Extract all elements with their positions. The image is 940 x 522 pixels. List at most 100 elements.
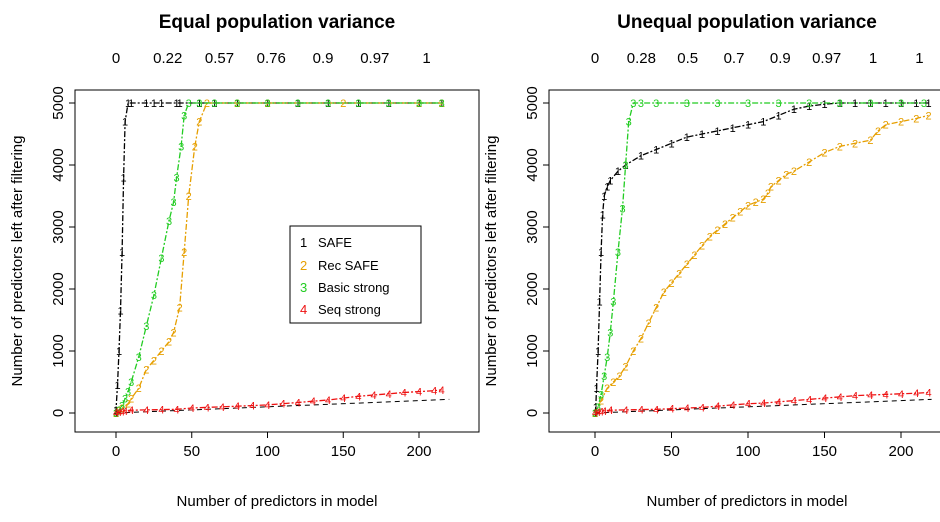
right-point-rec-safe-3: 2 bbox=[610, 377, 616, 389]
right-point-seq-strong-7: 4 bbox=[653, 404, 659, 416]
left-point-safe-21: 1 bbox=[355, 98, 361, 110]
left-point-seq-strong-12: 4 bbox=[249, 401, 255, 413]
left-point-basic-strong-8: 3 bbox=[151, 290, 157, 302]
right-point-basic-strong-21: 3 bbox=[898, 98, 904, 110]
left-point-basic-strong-14: 3 bbox=[181, 110, 187, 122]
right-point-basic-strong-4: 3 bbox=[604, 352, 610, 364]
left-top-label-0: 0 bbox=[112, 50, 120, 67]
right-point-basic-strong-0: 3 bbox=[592, 408, 598, 420]
left-point-basic-strong-0: 3 bbox=[113, 408, 119, 420]
right-point-rec-safe-4: 2 bbox=[616, 371, 622, 383]
right-panel: Unequal population variance 010002000300… bbox=[483, 12, 940, 510]
left-point-basic-strong-5: 3 bbox=[128, 377, 134, 389]
left-point-basic-strong-20: 3 bbox=[295, 98, 301, 110]
right-plot-frame bbox=[548, 89, 940, 433]
right-point-safe-6: 1 bbox=[600, 210, 606, 222]
right-point-seq-strong-13: 4 bbox=[745, 399, 751, 411]
left-x-tick-label-50: 50 bbox=[183, 443, 200, 460]
right-x-tick-label-0: 0 bbox=[591, 443, 599, 460]
left-point-seq-strong-25: 4 bbox=[439, 385, 445, 397]
left-point-seq-strong-10: 4 bbox=[219, 402, 225, 414]
right-point-basic-strong-8: 3 bbox=[619, 203, 625, 215]
right-point-rec-safe-11: 2 bbox=[668, 278, 674, 290]
left-point-safe-13: 1 bbox=[174, 98, 180, 110]
left-point-seq-strong-24: 4 bbox=[431, 386, 437, 398]
left-point-seq-strong-8: 4 bbox=[189, 403, 195, 415]
right-point-seq-strong-23: 4 bbox=[898, 389, 904, 401]
left-point-basic-strong-13: 3 bbox=[178, 141, 184, 153]
left-top-label-6: 1 bbox=[422, 50, 430, 67]
left-point-basic-strong-24: 3 bbox=[416, 98, 422, 110]
legend-label-safe: SAFE bbox=[318, 235, 352, 250]
left-point-safe-19: 1 bbox=[295, 98, 301, 110]
left-point-seq-strong-6: 4 bbox=[158, 405, 164, 417]
left-point-seq-strong-19: 4 bbox=[355, 391, 361, 403]
left-point-seq-strong-7: 4 bbox=[174, 404, 180, 416]
right-point-seq-strong-2: 4 bbox=[598, 406, 604, 418]
right-point-safe-5: 1 bbox=[598, 247, 604, 259]
right-point-safe-22: 1 bbox=[791, 104, 797, 116]
left-point-seq-strong-3: 4 bbox=[122, 406, 128, 418]
right-point-rec-safe-29: 2 bbox=[806, 157, 812, 169]
left-top-axis: 0 0.22 0.57 0.76 0.9 0.97 1 bbox=[112, 50, 431, 67]
left-point-seq-strong-22: 4 bbox=[401, 388, 407, 400]
right-point-seq-strong-12: 4 bbox=[730, 400, 736, 412]
left-point-safe-0: 1 bbox=[113, 408, 119, 420]
right-point-rec-safe-12: 2 bbox=[676, 269, 682, 281]
left-point-basic-strong-21: 3 bbox=[325, 98, 331, 110]
left-point-basic-strong-19: 3 bbox=[264, 98, 270, 110]
right-y-tick-label-5000: 5000 bbox=[524, 86, 541, 119]
right-point-seq-strong-4: 4 bbox=[607, 405, 613, 417]
right-x-tick-label-100: 100 bbox=[735, 443, 760, 460]
left-point-rec-safe-8: 2 bbox=[158, 346, 164, 358]
right-y-tick-label-0: 0 bbox=[524, 409, 541, 417]
left-point-safe-12: 1 bbox=[158, 98, 164, 110]
left-point-safe-8: 1 bbox=[125, 98, 131, 110]
right-point-safe-9: 1 bbox=[607, 176, 613, 188]
left-point-safe-20: 1 bbox=[325, 98, 331, 110]
left-y-tick-label-3000: 3000 bbox=[50, 210, 67, 243]
left-point-seq-strong-1: 4 bbox=[116, 407, 122, 419]
right-top-label-0: 0 bbox=[591, 50, 599, 67]
left-point-seq-strong-0: 4 bbox=[113, 408, 119, 420]
left-point-rec-safe-17: 2 bbox=[234, 98, 240, 110]
left-point-safe-11: 1 bbox=[151, 98, 157, 110]
left-point-rec-safe-13: 2 bbox=[186, 191, 192, 203]
right-point-safe-2: 1 bbox=[593, 383, 599, 395]
left-x-tick-label-0: 0 bbox=[112, 443, 120, 460]
right-series-line-safe bbox=[594, 102, 929, 414]
right-point-rec-safe-18: 2 bbox=[722, 219, 728, 231]
left-point-rec-safe-19: 2 bbox=[340, 98, 346, 110]
right-point-basic-strong-10: 3 bbox=[626, 117, 632, 129]
right-point-safe-7: 1 bbox=[601, 191, 607, 203]
left-point-rec-safe-3: 2 bbox=[125, 399, 131, 411]
left-x-tick-label-100: 100 bbox=[255, 443, 280, 460]
right-point-safe-16: 1 bbox=[699, 129, 705, 141]
right-point-seq-strong-24: 4 bbox=[913, 388, 919, 400]
left-point-rec-safe-18: 2 bbox=[264, 98, 270, 110]
right-point-safe-27: 1 bbox=[867, 98, 873, 110]
right-point-safe-8: 1 bbox=[604, 182, 610, 194]
left-point-rec-safe-6: 2 bbox=[143, 365, 149, 377]
right-point-safe-24: 1 bbox=[821, 99, 827, 111]
left-plot-frame bbox=[74, 89, 480, 433]
left-point-safe-4: 1 bbox=[117, 306, 123, 318]
right-point-rec-safe-35: 2 bbox=[883, 120, 889, 132]
right-top-label-6: 1 bbox=[869, 50, 877, 67]
right-point-safe-1: 1 bbox=[593, 402, 599, 414]
legend-label-rec-safe: Rec SAFE bbox=[318, 258, 379, 273]
left-point-safe-1: 1 bbox=[113, 405, 119, 417]
right-point-basic-strong-2: 3 bbox=[598, 389, 604, 401]
right-point-safe-15: 1 bbox=[684, 132, 690, 144]
left-point-basic-strong-7: 3 bbox=[143, 321, 149, 333]
right-point-rec-safe-38: 2 bbox=[925, 110, 931, 122]
right-point-rec-safe-31: 2 bbox=[837, 141, 843, 153]
right-point-basic-strong-11: 3 bbox=[630, 98, 636, 110]
right-point-seq-strong-25: 4 bbox=[925, 388, 931, 400]
left-point-basic-strong-4: 3 bbox=[125, 386, 131, 398]
right-point-safe-18: 1 bbox=[730, 123, 736, 135]
right-point-safe-30: 1 bbox=[913, 98, 919, 110]
right-point-rec-safe-17: 2 bbox=[714, 225, 720, 237]
right-point-safe-29: 1 bbox=[898, 98, 904, 110]
right-point-safe-3: 1 bbox=[595, 346, 601, 358]
